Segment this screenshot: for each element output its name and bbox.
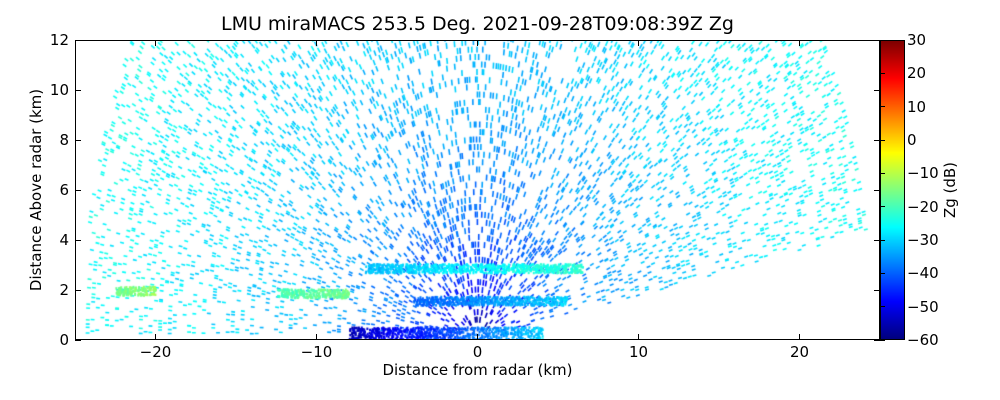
x-tick-label: 20: [789, 343, 810, 361]
y-tick-label: 2: [59, 281, 69, 299]
y-tick-mark: [75, 89, 81, 91]
x-tick-label: −10: [300, 343, 333, 361]
y-tick-label: 12: [49, 31, 69, 49]
colorbar-tick-label: −60: [907, 331, 939, 349]
colorbar-tick-label: 30: [907, 31, 927, 49]
colorbar-tick-label: −40: [907, 264, 939, 283]
colorbar-tick-mark: [880, 172, 885, 174]
x-tick-mark-top: [799, 40, 800, 46]
colorbar-tick-mark: [880, 239, 885, 241]
x-tick-mark: [638, 334, 639, 340]
x-axis-label: Distance from radar (km): [382, 361, 573, 379]
colorbar-tick-mark: [880, 206, 885, 208]
x-tick-mark-top: [638, 40, 639, 46]
y-tick-mark: [75, 39, 81, 41]
colorbar-tick-mark: [880, 106, 885, 108]
y-tick-label: 0: [59, 331, 69, 349]
colorbar-tick-mark: [880, 139, 885, 141]
colorbar-tick-label: 20: [907, 64, 927, 83]
colorbar-tick-label: 10: [907, 97, 927, 116]
colorbar-tick-label: 0: [907, 131, 917, 149]
y-tick-mark-right: [874, 339, 880, 341]
x-tick-label: −20: [139, 343, 172, 361]
colorbar-tick-mark: [880, 72, 885, 74]
x-tick-label: 10: [628, 343, 649, 361]
colorbar-tick-label: −20: [907, 197, 939, 216]
x-tick-mark: [799, 334, 800, 340]
colorbar-tick-mark: [880, 272, 885, 274]
x-tick-mark: [316, 334, 317, 340]
y-tick-mark-right: [874, 89, 880, 91]
colorbar-tick-mark: [880, 339, 885, 341]
x-tick-mark-top: [477, 40, 478, 46]
x-tick-mark: [155, 334, 156, 340]
y-tick-label: 4: [59, 231, 69, 249]
y-tick-label: 8: [59, 131, 69, 149]
y-tick-mark-right: [874, 189, 880, 191]
x-tick-mark-top: [155, 40, 156, 46]
y-tick-mark: [75, 339, 81, 341]
colorbar-tick-label: −50: [907, 297, 939, 316]
y-tick-mark: [75, 139, 81, 141]
y-tick-mark-right: [874, 39, 880, 41]
colorbar-tick-mark: [880, 39, 885, 41]
y-tick-mark: [75, 189, 81, 191]
y-tick-mark: [75, 239, 81, 241]
colorbar-label: Zg (dB): [941, 161, 959, 219]
colorbar: [880, 40, 905, 340]
colorbar-tick-label: −30: [907, 231, 939, 249]
y-tick-mark-right: [874, 289, 880, 291]
y-tick-mark: [75, 289, 81, 291]
colorbar-tick-label: −10: [907, 164, 939, 183]
chart-title: LMU miraMACS 253.5 Deg. 2021-09-28T09:08…: [221, 13, 734, 35]
y-tick-label: 10: [49, 81, 69, 99]
colorbar-tick-mark: [880, 306, 885, 308]
y-tick-mark-right: [874, 239, 880, 241]
x-tick-mark-top: [316, 40, 317, 46]
plot-area: [75, 40, 880, 340]
y-tick-label: 6: [59, 181, 69, 199]
reflectivity-field: [75, 40, 880, 340]
x-tick-mark: [477, 334, 478, 340]
x-tick-label: 0: [472, 343, 483, 361]
y-tick-mark-right: [874, 139, 880, 141]
